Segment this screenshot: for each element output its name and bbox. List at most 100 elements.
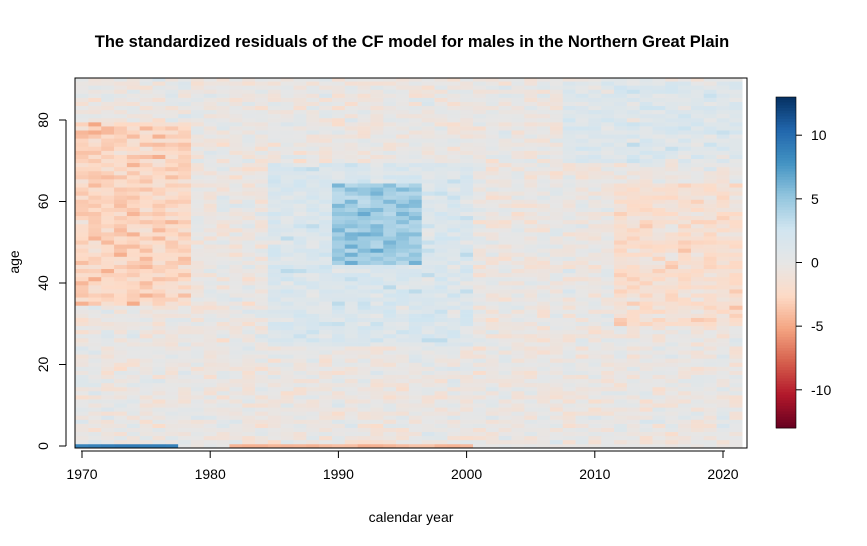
heatmap-cell <box>267 154 282 160</box>
heatmap-cell <box>729 354 743 359</box>
heatmap-cell <box>639 154 653 160</box>
heatmap-cell <box>396 240 410 245</box>
heatmap-cell <box>139 138 153 143</box>
heatmap-cell <box>126 362 140 367</box>
heatmap-cell <box>75 187 89 192</box>
heatmap-cell <box>306 97 320 102</box>
heatmap-cell <box>101 329 115 335</box>
heatmap-cell <box>242 346 256 351</box>
heatmap-cell <box>460 122 474 127</box>
heatmap-cell <box>626 386 640 392</box>
heatmap-cell <box>165 407 179 412</box>
heatmap-cell <box>524 150 538 155</box>
heatmap-cell <box>152 268 166 274</box>
heatmap-cell <box>665 211 679 217</box>
heatmap-cell <box>319 342 333 347</box>
heatmap-cell <box>729 321 743 327</box>
heatmap-cell <box>511 280 525 286</box>
heatmap-cell <box>344 244 358 249</box>
heatmap-cell <box>473 358 487 363</box>
heatmap-cell <box>511 305 525 310</box>
heatmap-cell <box>178 252 192 257</box>
heatmap-cell <box>562 268 576 274</box>
heatmap-cell <box>729 350 743 355</box>
heatmap-cell <box>447 232 461 237</box>
heatmap-cell <box>690 170 705 176</box>
heatmap-cell <box>88 89 102 94</box>
heatmap-cell <box>473 260 487 265</box>
heatmap-cell <box>75 350 89 355</box>
heatmap-cell <box>447 407 461 412</box>
heatmap-cell <box>549 297 564 302</box>
heatmap-cell <box>460 272 474 278</box>
heatmap-cell <box>152 142 166 147</box>
heatmap-cell <box>652 301 666 306</box>
heatmap-cell <box>626 289 640 294</box>
heatmap-cell <box>139 338 153 343</box>
x-tick-label: 2010 <box>579 466 610 482</box>
heatmap-cell <box>101 113 115 119</box>
heatmap-cell <box>139 358 153 363</box>
heatmap-cell <box>652 276 666 282</box>
heatmap-cell <box>460 346 474 351</box>
heatmap-cell <box>178 382 192 388</box>
heatmap-cell <box>601 227 615 233</box>
heatmap-cell <box>242 350 256 355</box>
heatmap-cell <box>190 419 205 424</box>
heatmap-cell <box>703 244 717 249</box>
heatmap-cell <box>190 431 205 437</box>
heatmap-cell <box>190 215 205 221</box>
heatmap-cell <box>549 154 564 160</box>
heatmap-cell <box>114 338 128 343</box>
heatmap-cell <box>562 313 576 318</box>
heatmap-cell <box>524 382 538 388</box>
heatmap-cell <box>319 264 333 270</box>
heatmap-cell <box>139 232 153 237</box>
heatmap-cell <box>331 313 346 318</box>
heatmap-cell <box>614 346 628 351</box>
heatmap-cell <box>139 260 153 265</box>
heatmap-cell <box>383 134 397 139</box>
heatmap-cell <box>626 280 640 286</box>
heatmap-cell <box>421 105 435 111</box>
heatmap-cell <box>729 175 743 180</box>
heatmap-cell <box>152 362 166 367</box>
colorbar-segment <box>776 372 796 376</box>
heatmap-cell <box>216 378 230 384</box>
heatmap-cell <box>729 415 743 420</box>
heatmap-cell <box>255 244 269 249</box>
heatmap-cell <box>665 130 679 135</box>
heatmap-cell <box>524 122 538 127</box>
heatmap-cell <box>652 354 666 359</box>
heatmap-cell <box>639 248 653 253</box>
heatmap-cell <box>485 134 499 139</box>
heatmap-cell <box>460 435 474 441</box>
heatmap-cell <box>639 280 653 286</box>
heatmap-cell <box>293 105 307 111</box>
heatmap-cell <box>101 289 115 294</box>
heatmap-cell <box>216 126 230 131</box>
heatmap-cell <box>242 309 256 314</box>
heatmap-cell <box>678 407 692 412</box>
heatmap-cell <box>331 411 346 416</box>
heatmap-cell <box>242 358 256 363</box>
heatmap-cell <box>408 443 423 449</box>
heatmap-cell <box>498 289 512 294</box>
heatmap-cell <box>396 329 410 335</box>
heatmap-cell <box>152 93 166 98</box>
heatmap-cell <box>601 382 615 388</box>
heatmap-cell <box>729 272 743 278</box>
heatmap-cell <box>601 179 615 184</box>
heatmap-cell <box>639 374 653 380</box>
heatmap-cell <box>588 366 602 371</box>
heatmap-cell <box>678 211 692 217</box>
heatmap-cell <box>716 187 730 192</box>
heatmap-cell <box>434 175 448 180</box>
heatmap-cell <box>152 358 166 363</box>
heatmap-cell <box>678 203 692 208</box>
heatmap-cell <box>524 390 538 396</box>
heatmap-cell <box>229 362 243 367</box>
heatmap-cell <box>511 150 525 155</box>
heatmap-cell <box>537 403 551 408</box>
heatmap-cell <box>190 191 205 196</box>
